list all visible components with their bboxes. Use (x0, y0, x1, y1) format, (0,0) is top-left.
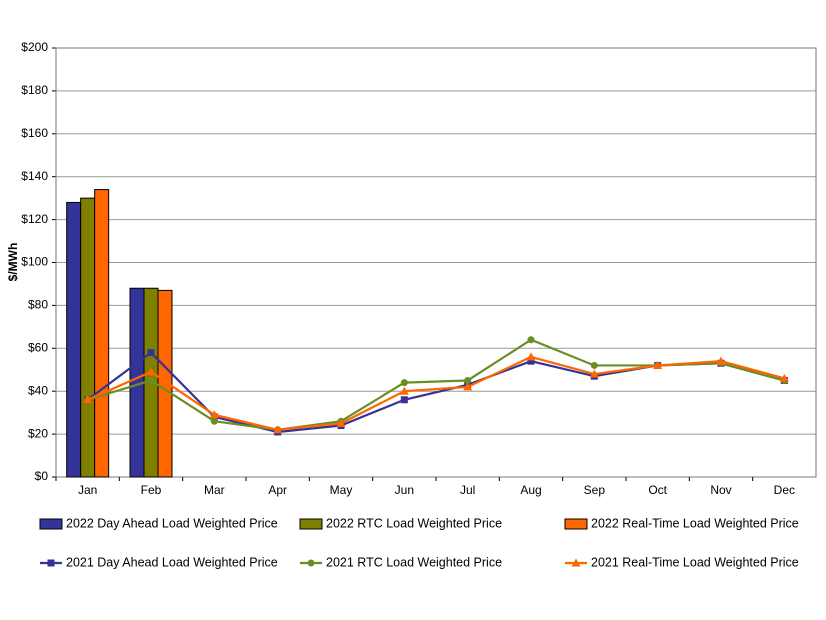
legend-label: 2022 RTC Load Weighted Price (326, 516, 502, 530)
marker (400, 396, 408, 404)
y-tick-label: $60 (28, 340, 48, 354)
marker (779, 373, 789, 382)
marker (273, 425, 283, 434)
legend-label: 2021 RTC Load Weighted Price (326, 555, 502, 569)
marker (464, 376, 472, 384)
legend-label: 2022 Day Ahead Load Weighted Price (66, 516, 278, 530)
y-tick-label: $80 (28, 298, 48, 312)
line (87, 338, 785, 431)
x-tick-label: Jul (460, 483, 475, 497)
marker (716, 356, 726, 365)
marker (571, 558, 581, 567)
bar (94, 189, 110, 478)
y-tick-label: $160 (21, 126, 48, 140)
x-tick-label: Dec (774, 483, 795, 497)
legend-swatch (564, 518, 588, 530)
marker (590, 361, 598, 369)
legend-swatch (299, 518, 323, 530)
marker (336, 418, 346, 427)
x-tick-label: May (330, 483, 353, 497)
y-tick-label: $180 (21, 83, 48, 97)
x-tick-label: Apr (268, 483, 287, 497)
x-tick-label: Jan (78, 483, 97, 497)
marker (526, 352, 536, 361)
y-tick-label: $200 (21, 40, 48, 54)
x-tick-label: Sep (584, 483, 606, 497)
legend-swatch (39, 518, 63, 530)
marker (307, 559, 315, 567)
x-tick-label: Oct (648, 483, 667, 497)
marker (653, 360, 663, 369)
marker (147, 349, 155, 357)
x-tick-label: Nov (710, 483, 731, 497)
legend-label: 2021 Real-Time Load Weighted Price (591, 555, 799, 569)
legend-label: 2021 Day Ahead Load Weighted Price (66, 555, 278, 569)
marker (209, 410, 219, 419)
y-tick-label: $0 (35, 469, 49, 483)
marker (146, 367, 156, 376)
y-tick-label: $140 (21, 169, 48, 183)
x-tick-label: Jun (395, 483, 414, 497)
marker (147, 376, 155, 384)
y-tick-label: $20 (28, 426, 48, 440)
y-tick-label: $40 (28, 383, 48, 397)
bar (66, 201, 82, 478)
marker (83, 395, 93, 404)
marker (527, 357, 535, 365)
marker (210, 417, 218, 425)
marker (463, 382, 473, 391)
x-tick-label: Feb (141, 483, 162, 497)
marker (47, 559, 55, 567)
marker (527, 336, 535, 344)
y-tick-label: $120 (21, 212, 48, 226)
x-tick-label: Aug (520, 483, 541, 497)
marker (589, 369, 599, 378)
marker (400, 379, 408, 387)
y-axis-label: $/MWh (6, 243, 20, 282)
y-tick-label: $100 (21, 255, 48, 269)
x-tick-label: Mar (204, 483, 225, 497)
legend-label: 2022 Real-Time Load Weighted Price (591, 516, 799, 530)
bar (80, 197, 96, 478)
line (87, 355, 785, 431)
marker (399, 386, 409, 395)
